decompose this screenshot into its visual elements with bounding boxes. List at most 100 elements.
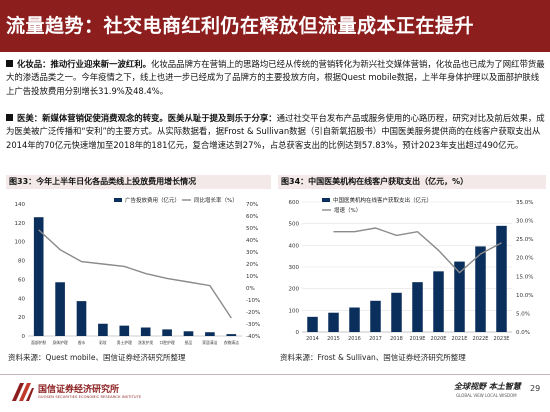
x-tick-label: 2022E: [473, 336, 489, 342]
legend-label-line: 同比增长率（%）: [194, 196, 238, 204]
chart-bar: [349, 307, 360, 332]
y-left-tick-label: 80: [18, 259, 25, 265]
page-number: 29: [530, 384, 541, 393]
chart-bar: [119, 325, 130, 336]
y-left-tick-label: 400: [289, 243, 300, 249]
chart-bar: [55, 282, 65, 336]
chart-bar: [76, 301, 87, 336]
chart-bar: [433, 271, 444, 332]
y-left-tick-label: 60: [18, 277, 25, 283]
y-right-tick-label: 0%: [246, 286, 255, 292]
slogan: 全球视野 本土智慧: [454, 381, 521, 391]
x-tick-label: 2015: [327, 336, 340, 342]
chart-bar: [205, 332, 215, 336]
y-right-tick-label: 60%: [246, 214, 258, 220]
chart1-heading: 图33：今年上半年日化各品类线上投放费用增长情况: [6, 175, 271, 189]
chart-bar: [98, 323, 108, 336]
guosen-logo-icon: [12, 383, 34, 401]
chart-bar: [475, 246, 486, 332]
x-tick-label: 身体护理: [53, 340, 68, 345]
chart-bar: [370, 300, 381, 332]
y-right-tick-label: 0.0%: [516, 330, 530, 336]
y-right-tick-label: 10.0%: [516, 293, 533, 299]
logo-name: 国信证券经济研究所: [38, 385, 120, 395]
legend-label-line: 增速（%）: [334, 206, 361, 214]
y-left-tick-label: 120: [15, 221, 26, 227]
chart-bar: [162, 329, 172, 336]
y-left-tick-label: 140: [15, 202, 26, 208]
y-right-tick-label: 35.0%: [516, 200, 533, 206]
x-tick-label: 男士护理: [117, 340, 132, 345]
y-left-tick-label: 40: [18, 296, 25, 302]
x-tick-label: 2020E: [431, 336, 447, 342]
y-right-tick-label: 20%: [246, 262, 258, 268]
y-right-tick-label: 70%: [246, 202, 258, 208]
x-tick-label: 家居清洁: [202, 340, 217, 345]
y-right-tick-label: 50%: [246, 226, 258, 232]
x-tick-label: 洗发护发: [138, 340, 153, 345]
bullet-marker: [6, 60, 13, 67]
chart-bar: [454, 261, 465, 332]
x-tick-label: 2014: [306, 336, 319, 342]
bullet-marker: [6, 114, 13, 121]
x-tick-label: 2017: [369, 336, 382, 342]
chart-bar: [226, 334, 237, 336]
chart1-source: 资料来源：Quest mobile、国信证券经济研究所整理: [8, 353, 186, 362]
bullet-lead: 化妆品：推动行业迎来新一波红利。: [17, 59, 151, 69]
y-left-tick-label: 20: [18, 315, 25, 321]
chart2-source: 资料来源：Frost & Sullivan、国信证券经济研究所整理: [280, 353, 466, 362]
logo-name-en: GUOSEN SECURITIES ECONOMIC RESEARCH INST…: [38, 395, 142, 399]
y-right-tick-label: 5.0%: [516, 311, 530, 317]
bullet-cosmetics: 化妆品：推动行业迎来新一波红利。化妆品品牌方在营销上的思路均已经从传统的营销转化…: [6, 58, 546, 98]
y-right-tick-label: 25.0%: [516, 237, 533, 243]
chart-bar: [183, 331, 194, 336]
page-title: 流量趋势：社交电商红利仍在释放但流量成本正在提升: [0, 0, 550, 52]
legend-swatch-bar: [322, 198, 330, 202]
chart-bar: [307, 316, 318, 332]
chart-bar: [140, 327, 151, 336]
y-right-tick-label: 30.0%: [516, 219, 533, 225]
chart-line-series: [38, 229, 232, 319]
y-left-tick-label: 100: [289, 308, 300, 314]
chart2-svg: 0 100 200 300 400 500 600 0.0% 5.0% 10.0% 15.0% 20.…: [289, 196, 534, 342]
y-right-tick-label: 15.0%: [516, 274, 533, 280]
chart-bar: [33, 217, 44, 336]
footer-divider: [0, 374, 550, 375]
x-tick-label: 口腔护理: [160, 340, 175, 345]
x-tick-label: 2021E: [452, 336, 468, 342]
y-left-tick-label: 600: [289, 200, 300, 206]
y-right-tick-label: -40%: [246, 334, 260, 340]
y-left-tick-label: 0: [296, 330, 300, 336]
x-tick-label: 2018: [390, 336, 403, 342]
chart1: 0 20 40 60 80 100 120 140 -40% -30% -20% -10% 0% 10% 2…: [6, 190, 271, 346]
y-left-tick-label: 500: [289, 222, 300, 228]
x-tick-label: 香水: [78, 340, 86, 345]
x-tick-label: 2016: [348, 336, 361, 342]
x-tick-label: 2019E: [410, 336, 426, 342]
y-right-tick-label: 10%: [246, 274, 258, 280]
x-tick-label: 衣物清洁: [224, 340, 239, 345]
legend-label-bar: 中国医美机构在线客户获取支出（亿元）: [333, 196, 432, 204]
chart-bar: [391, 292, 402, 332]
bullet-medical-aesthetics: 医美：新媒体营销促使消费观念的转变。医美从耻于提及到乐于分享：通过社交平台发布产…: [6, 112, 546, 152]
y-right-tick-label: -10%: [246, 298, 260, 304]
x-tick-label: 纸品: [185, 340, 193, 345]
y-right-tick-label: 20.0%: [516, 256, 533, 262]
y-left-tick-label: 0: [22, 334, 26, 340]
y-left-tick-label: 100: [15, 240, 26, 246]
chart-bar: [328, 312, 339, 332]
y-right-tick-label: 30%: [246, 250, 258, 256]
x-tick-label: 2023E: [494, 336, 510, 342]
bullet-text: 通过社交平台发布产品或服务使用的心路历程，研究对比及前后效果，成为医美被广泛传播…: [6, 113, 545, 150]
legend-swatch-bar: [114, 198, 122, 202]
x-tick-label: 彩妆: [99, 340, 107, 345]
bullet-lead: 医美：新媒体营销促使消费观念的转变。医美从耻于提及到乐于分享：: [17, 113, 277, 123]
x-tick-label: 面部护肤: [31, 340, 46, 345]
slogan-en: GLOBAL VIEW LOCAL WISDOM: [456, 393, 517, 398]
y-left-tick-label: 200: [289, 287, 300, 293]
bullet-text: 化妆品品牌方在营销上的思路均已经从传统的营销转化为新兴社交媒体营销，化妆品也已成…: [6, 59, 545, 96]
y-left-tick-label: 300: [289, 265, 300, 271]
chart2-heading: 图34：中国医美机构在线客户获取支出（亿元，%）: [278, 175, 546, 189]
legend-label-bar: 广告投放费用（亿元）: [125, 196, 180, 204]
chart2: 0 100 200 300 400 500 600 0.0% 5.0% 10.0% 15.0% 20.…: [278, 190, 546, 346]
